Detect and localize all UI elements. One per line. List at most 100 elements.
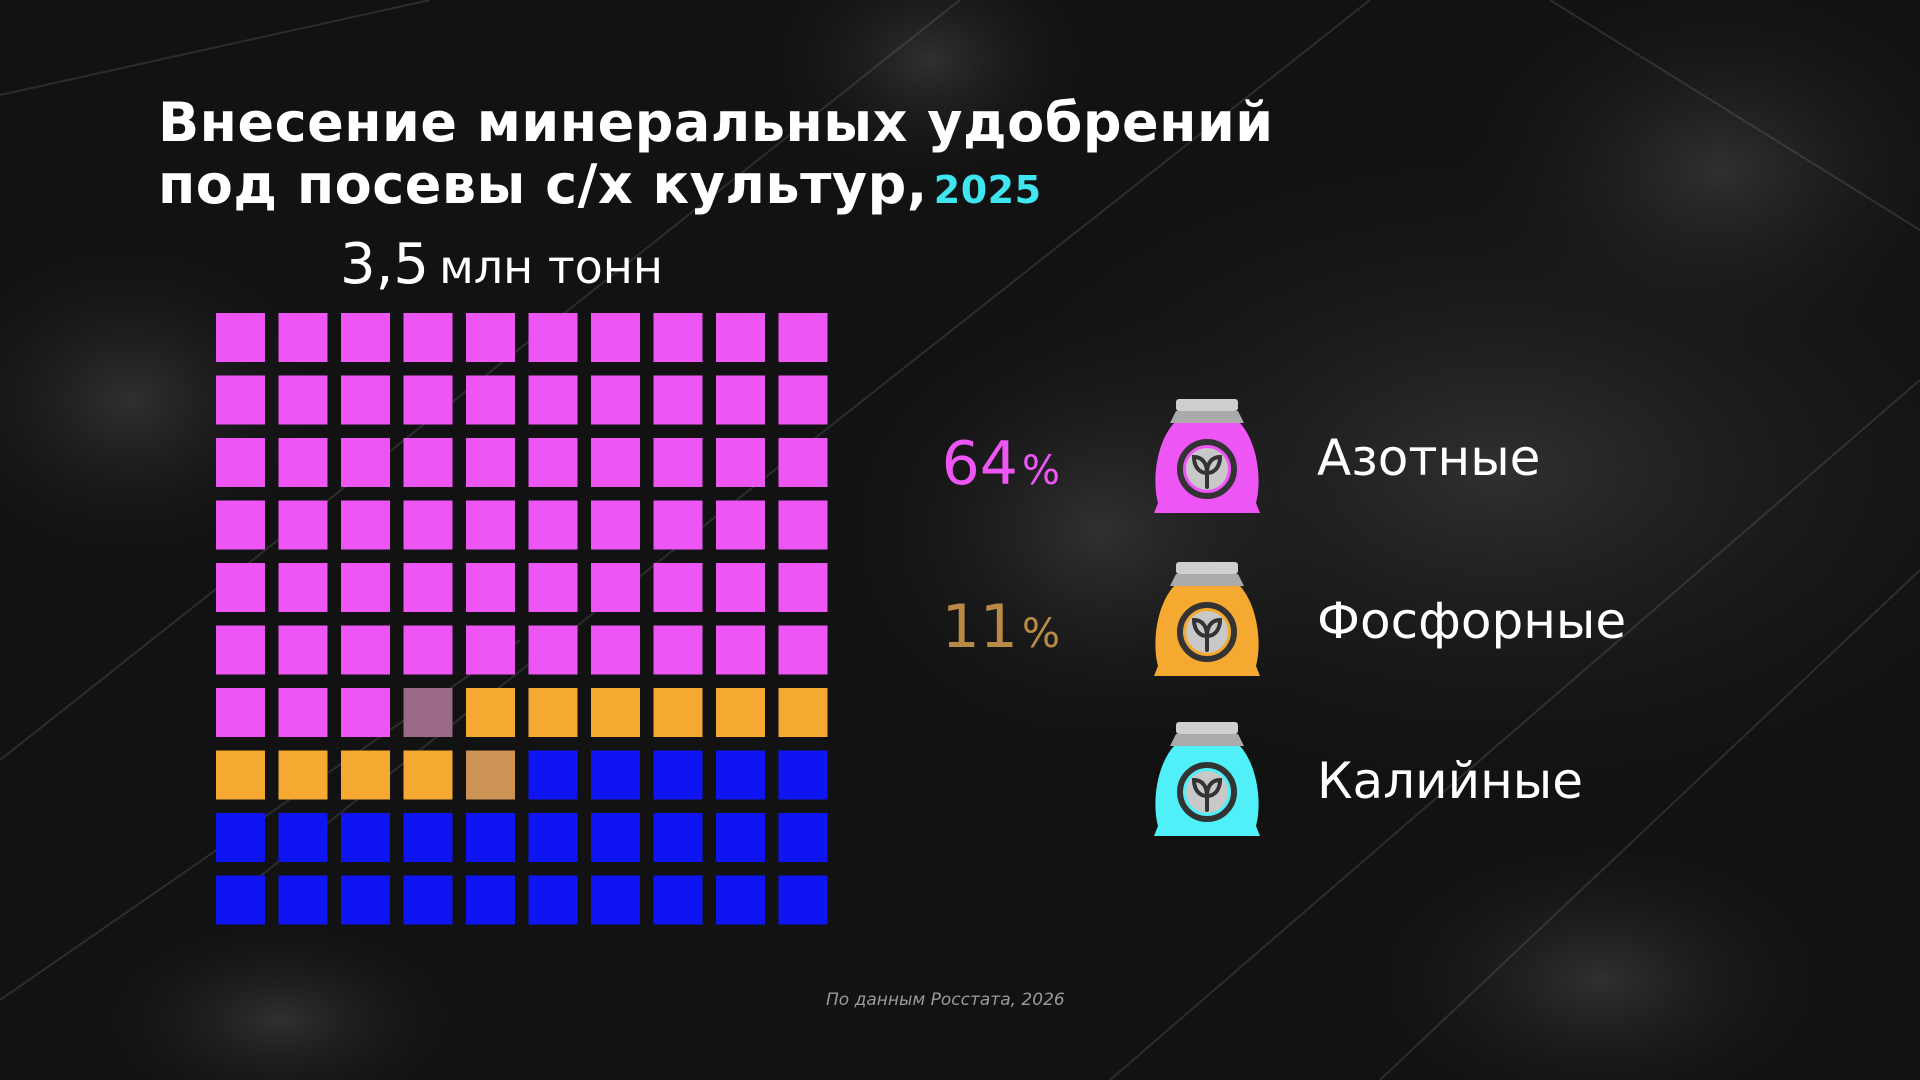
waffle-cell-19 bbox=[716, 375, 765, 425]
legend-label-potassium: Калийные bbox=[1317, 752, 1584, 810]
legend-label-phosphorus: Фосфорные bbox=[1317, 592, 1627, 650]
waffle-cell-64 bbox=[403, 688, 453, 737]
waffle-cell-52 bbox=[278, 625, 328, 675]
waffle-cell-99 bbox=[716, 875, 765, 925]
waffle-cell-23 bbox=[341, 438, 390, 487]
waffle-cell-22 bbox=[278, 438, 328, 487]
waffle-cell-74 bbox=[403, 750, 453, 800]
waffle-cell-57 bbox=[591, 625, 640, 675]
waffle-cell-60 bbox=[778, 625, 828, 675]
waffle-cell-37 bbox=[591, 500, 640, 550]
waffle-cell-56 bbox=[528, 625, 578, 675]
waffle-cell-68 bbox=[653, 688, 703, 737]
legend-item-phosphorus: 11% Фосфорные bbox=[942, 562, 1750, 682]
total-volume: 3,5 млн тонн bbox=[340, 232, 663, 297]
title-line-2: под посевы с/х культур, 2025 bbox=[158, 154, 1274, 221]
waffle-cell-89 bbox=[716, 813, 765, 862]
waffle-cell-73 bbox=[341, 750, 390, 800]
waffle-cell-30 bbox=[778, 438, 828, 487]
waffle-cell-25 bbox=[466, 438, 515, 487]
waffle-cell-45 bbox=[466, 563, 515, 612]
waffle-cell-61 bbox=[216, 688, 265, 737]
waffle-cell-78 bbox=[653, 750, 703, 800]
waffle-cell-96 bbox=[528, 875, 578, 925]
waffle-cell-85 bbox=[466, 813, 515, 862]
waffle-cell-100 bbox=[778, 875, 828, 925]
waffle-cell-24 bbox=[403, 438, 453, 487]
waffle-cell-95 bbox=[466, 875, 515, 925]
waffle-cell-14 bbox=[403, 375, 453, 425]
waffle-cell-91 bbox=[216, 875, 265, 925]
legend-label-nitrogen: Азотные bbox=[1317, 429, 1541, 487]
waffle-cell-98 bbox=[653, 875, 703, 925]
waffle-cell-53 bbox=[341, 625, 390, 675]
total-unit: млн тонн bbox=[439, 240, 663, 294]
waffle-cell-55 bbox=[466, 625, 515, 675]
waffle-cell-8 bbox=[653, 313, 703, 362]
waffle-cell-31 bbox=[216, 500, 265, 550]
waffle-cell-75 bbox=[466, 750, 515, 800]
waffle-cell-88 bbox=[653, 813, 703, 862]
waffle-cell-9 bbox=[716, 313, 765, 362]
title-line-1: Внесение минеральных удобрений bbox=[158, 91, 1274, 154]
waffle-cell-34 bbox=[403, 500, 453, 550]
waffle-cell-87 bbox=[591, 813, 640, 862]
waffle-cell-86 bbox=[528, 813, 578, 862]
waffle-cell-12 bbox=[278, 375, 328, 425]
legend-percent-phosphorus: 11% bbox=[942, 592, 1060, 662]
waffle-cell-63 bbox=[341, 688, 390, 737]
percent-unit: % bbox=[1021, 611, 1060, 657]
waffle-cell-80 bbox=[778, 750, 828, 800]
chart-title: Внесение минеральных удобрений под посев… bbox=[158, 92, 1274, 221]
waffle-cell-70 bbox=[778, 688, 828, 737]
waffle-cell-47 bbox=[591, 563, 640, 612]
waffle-cell-67 bbox=[591, 688, 640, 737]
waffle-cell-81 bbox=[216, 813, 265, 862]
waffle-cell-27 bbox=[591, 438, 640, 487]
waffle-cell-39 bbox=[716, 500, 765, 550]
waffle-cell-49 bbox=[716, 563, 765, 612]
waffle-cell-72 bbox=[278, 750, 328, 800]
waffle-cell-2 bbox=[278, 313, 328, 362]
waffle-cell-43 bbox=[341, 563, 390, 612]
fertilizer-bag-icon bbox=[1154, 562, 1260, 676]
waffle-cell-69 bbox=[716, 688, 765, 737]
waffle-cell-90 bbox=[778, 813, 828, 862]
waffle-cell-35 bbox=[466, 500, 515, 550]
waffle-cell-79 bbox=[716, 750, 765, 800]
waffle-cell-97 bbox=[591, 875, 640, 925]
waffle-cell-42 bbox=[278, 563, 328, 612]
waffle-cell-66 bbox=[528, 688, 578, 737]
fertilizer-bag-icon bbox=[1154, 722, 1260, 836]
waffle-cell-77 bbox=[591, 750, 640, 800]
fertilizer-bag-icon bbox=[1154, 399, 1260, 513]
waffle-cell-26 bbox=[528, 438, 578, 487]
waffle-cell-41 bbox=[216, 563, 265, 612]
waffle-cell-7 bbox=[591, 313, 640, 362]
waffle-cell-16 bbox=[528, 375, 578, 425]
waffle-cell-11 bbox=[216, 375, 265, 425]
waffle-cell-40 bbox=[778, 500, 828, 550]
waffle-cell-17 bbox=[591, 375, 640, 425]
waffle-cell-92 bbox=[278, 875, 328, 925]
waffle-cell-13 bbox=[341, 375, 390, 425]
waffle-cell-83 bbox=[341, 813, 390, 862]
waffle-cell-44 bbox=[403, 563, 453, 612]
legend-item-nitrogen: 64% Азотные bbox=[942, 399, 1750, 519]
waffle-cell-15 bbox=[466, 375, 515, 425]
waffle-cell-82 bbox=[278, 813, 328, 862]
waffle-cell-32 bbox=[278, 500, 328, 550]
percent-value: 64 bbox=[941, 429, 1018, 499]
waffle-cell-10 bbox=[778, 313, 828, 362]
percent-unit: % bbox=[1021, 448, 1060, 494]
title-line-2-text: под посевы с/х культур, bbox=[158, 153, 928, 216]
waffle-cell-54 bbox=[403, 625, 453, 675]
source-note: По данным Росстата, 2026 bbox=[826, 990, 1065, 1010]
waffle-cell-93 bbox=[341, 875, 390, 925]
waffle-cell-4 bbox=[403, 313, 453, 362]
waffle-cell-21 bbox=[216, 438, 265, 487]
waffle-cell-62 bbox=[278, 688, 328, 737]
waffle-chart bbox=[216, 313, 828, 925]
waffle-cell-71 bbox=[216, 750, 265, 800]
waffle-cell-51 bbox=[216, 625, 265, 675]
